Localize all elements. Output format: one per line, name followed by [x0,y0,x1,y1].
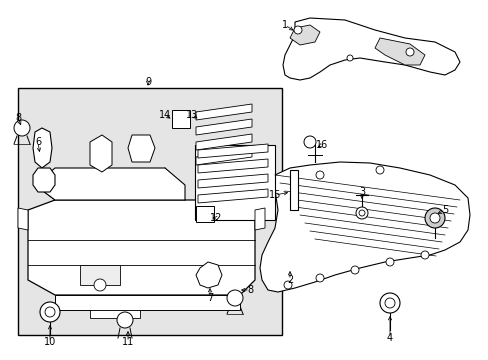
Polygon shape [198,144,267,158]
Text: 8: 8 [246,285,253,295]
Circle shape [379,293,399,313]
Circle shape [293,26,302,34]
Polygon shape [289,25,319,45]
Polygon shape [196,119,251,135]
Circle shape [355,207,367,219]
Bar [172,110,190,128]
Circle shape [40,302,60,322]
Circle shape [424,208,444,228]
Circle shape [45,307,55,317]
Polygon shape [55,295,240,310]
Circle shape [304,136,315,148]
Polygon shape [283,18,459,80]
Polygon shape [289,170,297,210]
Polygon shape [90,135,112,172]
Polygon shape [198,174,267,188]
Polygon shape [128,135,155,162]
Polygon shape [196,104,251,120]
Text: 6: 6 [35,137,41,147]
Circle shape [315,171,324,179]
Polygon shape [196,149,251,165]
Text: 7: 7 [206,293,213,303]
Text: 4: 4 [386,333,392,343]
Text: 3: 3 [358,187,365,197]
Polygon shape [196,134,251,150]
Circle shape [385,258,393,266]
Text: 9: 9 [144,77,151,87]
Text: 8: 8 [15,113,21,123]
Text: 2: 2 [286,275,292,285]
Bar [18,88,282,335]
Polygon shape [35,168,184,200]
Polygon shape [254,208,264,230]
Polygon shape [374,38,424,65]
Polygon shape [33,128,52,168]
Circle shape [420,251,428,259]
Circle shape [94,279,106,291]
Circle shape [346,55,352,61]
Text: 10: 10 [44,337,56,347]
Circle shape [14,120,30,136]
Text: 14: 14 [159,110,171,120]
Text: 1: 1 [282,20,287,30]
Circle shape [284,281,291,289]
Polygon shape [260,162,469,292]
Bar [196,206,214,222]
Text: 15: 15 [268,190,281,200]
Circle shape [350,266,358,274]
Polygon shape [33,168,55,192]
Circle shape [405,48,413,56]
Text: 11: 11 [122,337,134,347]
Polygon shape [28,200,254,295]
Polygon shape [18,208,28,230]
Polygon shape [90,310,140,318]
Circle shape [429,213,439,223]
Polygon shape [80,265,120,285]
Circle shape [315,274,324,282]
Bar [195,145,274,220]
Polygon shape [198,159,267,173]
Circle shape [384,298,394,308]
Text: 13: 13 [185,110,198,120]
Circle shape [375,166,383,174]
Polygon shape [196,262,222,288]
Text: 16: 16 [315,140,327,150]
Circle shape [117,312,133,328]
Circle shape [226,290,243,306]
Text: 5: 5 [441,205,447,215]
Circle shape [358,210,364,216]
Text: 12: 12 [209,213,222,223]
Polygon shape [198,189,267,203]
